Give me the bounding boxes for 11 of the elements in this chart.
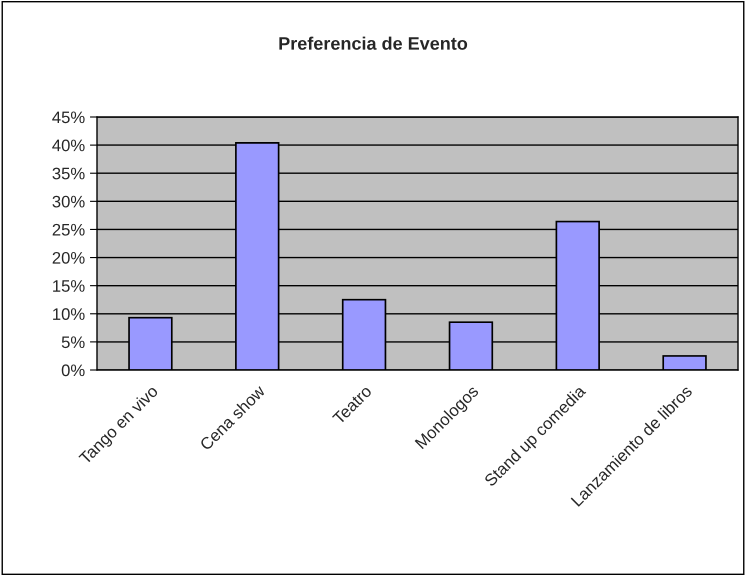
y-tick-label: 20% xyxy=(52,252,85,264)
y-tick-label: 25% xyxy=(52,224,85,236)
y-tick-label: 0% xyxy=(62,364,85,376)
y-tick-label: 40% xyxy=(52,140,85,152)
y-tick-label: 10% xyxy=(53,308,85,320)
y-tick-label: 15% xyxy=(53,280,85,292)
y-tick-label: 30% xyxy=(52,196,85,208)
y-tick-label: 35% xyxy=(52,168,85,180)
y-tick-label: 5% xyxy=(62,336,85,348)
chart-title: Preferencia de Evento xyxy=(279,36,468,50)
y-tick-label: 45% xyxy=(52,111,85,124)
